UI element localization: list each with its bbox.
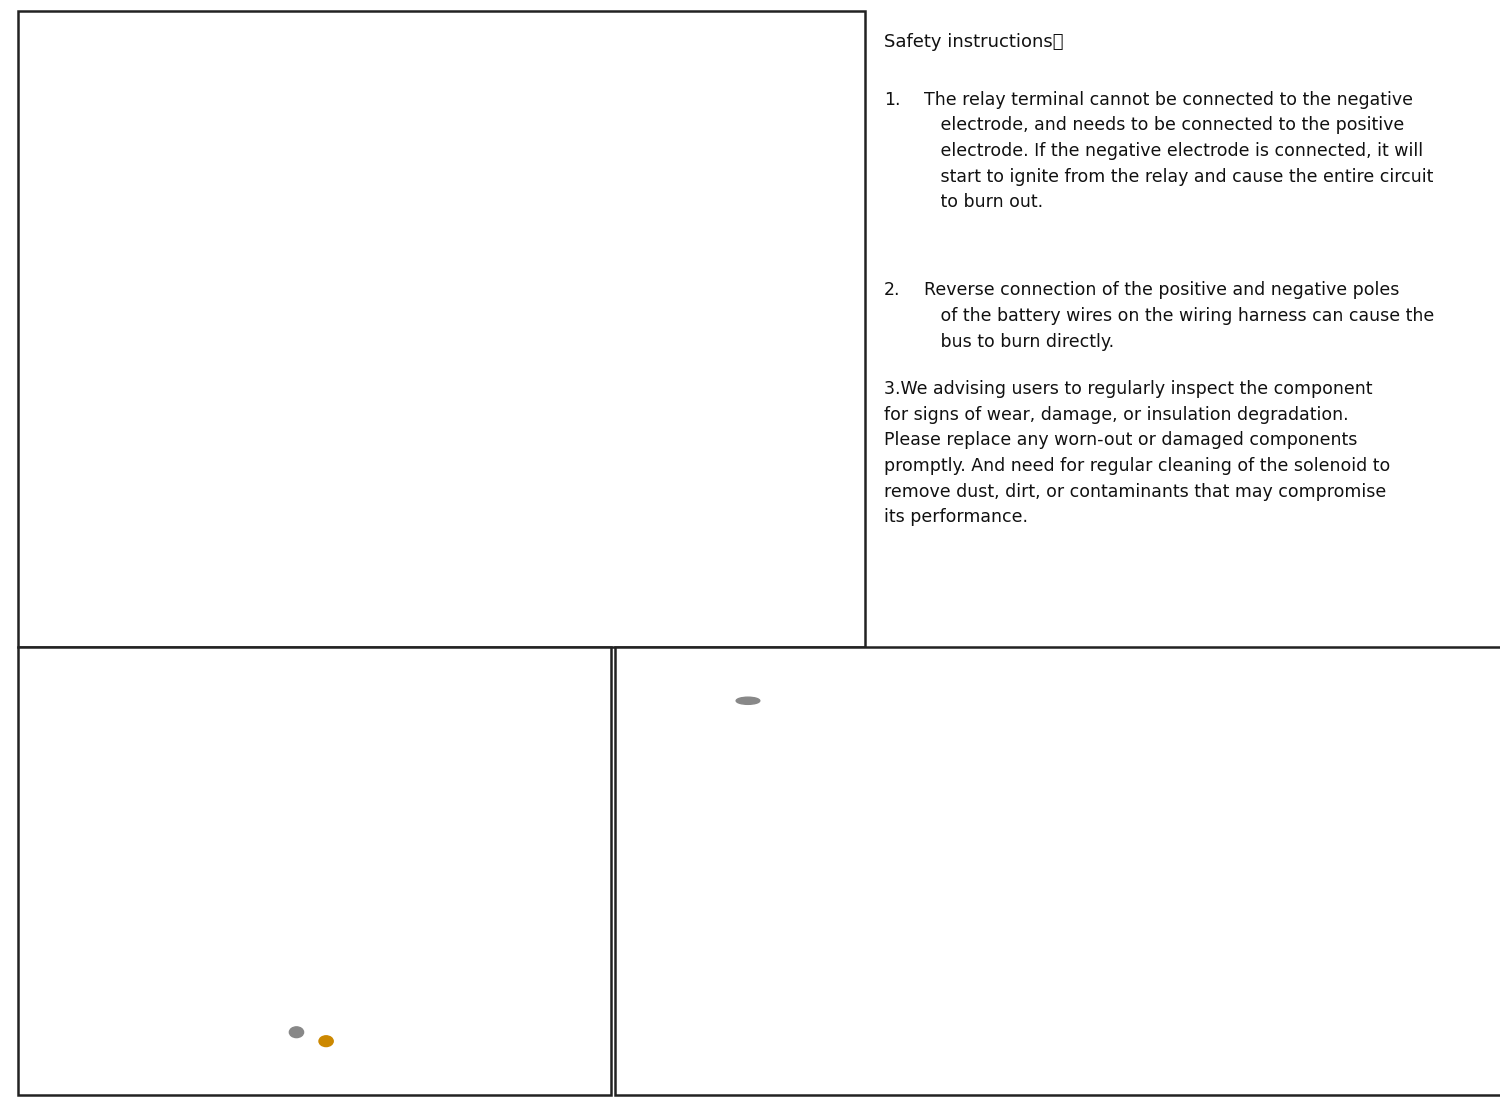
Text: Battery Connects: Battery Connects — [630, 660, 759, 674]
Text: Battery Connects: Battery Connects — [852, 750, 981, 763]
Text: 2.: 2. — [884, 281, 900, 300]
Text: Safety instructions：: Safety instructions： — [884, 33, 1064, 51]
Text: 5-pin CDI: 5-pin CDI — [484, 477, 546, 490]
FancyBboxPatch shape — [360, 403, 423, 440]
Text: The relay terminal cannot be connected to the negative
   electrode, and needs t: The relay terminal cannot be connected t… — [924, 91, 1432, 211]
Circle shape — [274, 1015, 320, 1050]
FancyBboxPatch shape — [213, 94, 280, 132]
Text: 4-pin key ignition: 4-pin key ignition — [366, 462, 482, 476]
FancyBboxPatch shape — [424, 407, 492, 448]
Circle shape — [722, 692, 774, 709]
FancyBboxPatch shape — [154, 215, 220, 252]
Text: 3-pin light: 3-pin light — [297, 472, 366, 486]
Text: 3-pin Tail light: 3-pin Tail light — [1456, 686, 1500, 698]
FancyBboxPatch shape — [183, 735, 232, 764]
FancyBboxPatch shape — [117, 720, 178, 753]
FancyBboxPatch shape — [498, 413, 573, 456]
Text: 3.We advising users to regularly inspect the component
for signs of wear, damage: 3.We advising users to regularly inspect… — [884, 380, 1390, 526]
Text: 2-pin kill switch: 2-pin kill switch — [34, 252, 140, 265]
Circle shape — [736, 697, 760, 705]
Text: 2-pin start switch: 2-pin start switch — [53, 145, 168, 157]
Text: 6-pin start switch: 6-pin start switch — [178, 472, 296, 486]
Text: 2 wires coil: 2 wires coil — [636, 397, 711, 410]
FancyBboxPatch shape — [1452, 804, 1500, 848]
Text: Solenoid: Solenoid — [124, 712, 178, 726]
Circle shape — [290, 1026, 303, 1037]
FancyBboxPatch shape — [1378, 804, 1448, 848]
FancyBboxPatch shape — [992, 779, 1168, 855]
Text: Horn: Horn — [1294, 748, 1330, 761]
Text: 5-wire magneto: 5-wire magneto — [207, 699, 306, 712]
Circle shape — [282, 1021, 312, 1043]
Circle shape — [704, 687, 792, 714]
FancyBboxPatch shape — [666, 779, 830, 846]
Text: 1.: 1. — [884, 91, 900, 108]
Circle shape — [320, 1036, 333, 1046]
FancyBboxPatch shape — [284, 395, 363, 441]
Text: Battery Connects: Battery Connects — [279, 1051, 387, 1063]
FancyBboxPatch shape — [705, 345, 754, 389]
Circle shape — [303, 1024, 348, 1058]
Text: Rectifier: Rectifier — [54, 686, 106, 698]
Text: Reverse connection of the positive and negative poles
   of the battery wires on: Reverse connection of the positive and n… — [924, 281, 1434, 351]
Text: Battery Connects: Battery Connects — [213, 1042, 322, 1054]
Text: 3-pin light: 3-pin light — [78, 484, 146, 498]
Circle shape — [312, 1030, 340, 1053]
